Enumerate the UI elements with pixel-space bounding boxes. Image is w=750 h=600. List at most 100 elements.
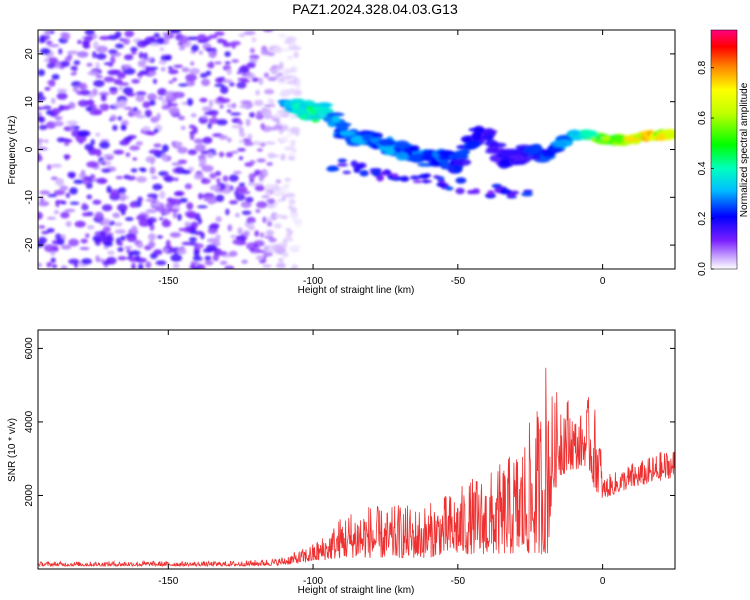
heatmap-cell — [73, 179, 84, 184]
heatmap-cell — [93, 79, 105, 88]
heatmap-cell — [147, 66, 159, 70]
y-tick-label: 2000 — [24, 484, 35, 507]
heatmap-cell — [199, 72, 208, 78]
heatmap-cell — [149, 166, 156, 175]
heatmap-cell — [115, 43, 124, 49]
heatmap-cell — [178, 83, 189, 87]
heatmap-cell — [241, 210, 252, 216]
heatmap-cell — [267, 198, 276, 205]
heatmap-cell — [260, 107, 268, 114]
heatmap-cell — [219, 260, 228, 265]
heatmap-cell — [249, 160, 256, 165]
heatmap-cell — [225, 151, 234, 158]
heatmap-cell — [230, 235, 237, 239]
heatmap-cell — [177, 248, 187, 255]
heatmap-cell — [44, 139, 49, 143]
heatmap-cell — [246, 62, 256, 69]
heatmap-cell — [289, 126, 301, 134]
heatmap-cell — [263, 114, 274, 120]
heatmap-cell — [220, 85, 229, 94]
heatmap-cell — [272, 185, 280, 192]
heatmap-cell — [55, 200, 66, 204]
heatmap-cell — [60, 105, 71, 111]
heatmap-cell — [394, 140, 410, 149]
heatmap-cell — [192, 255, 202, 262]
heatmap-cell — [130, 46, 138, 53]
heatmap-cell — [173, 64, 184, 68]
heatmap-cell — [438, 160, 450, 166]
heatmap-cell — [281, 196, 286, 202]
heatmap-cell — [207, 122, 212, 129]
heatmap-cell — [499, 188, 512, 195]
heatmap-cell — [106, 256, 117, 265]
heatmap-cell — [208, 34, 218, 39]
heatmap-cell — [144, 130, 154, 135]
heatmap-cell — [455, 177, 467, 184]
colorbar-gradient — [711, 30, 737, 269]
heatmap-cell — [148, 72, 157, 76]
heatmap-cell — [337, 158, 347, 163]
heatmap-cell — [208, 200, 214, 205]
heatmap-cell — [136, 72, 144, 77]
heatmap-cell — [87, 70, 100, 76]
heatmap-cell — [162, 248, 169, 253]
heatmap-cell — [191, 36, 199, 41]
heatmap-cell — [136, 40, 148, 48]
heatmap-cell — [326, 166, 338, 172]
colorbar-tick-label: 0.0 — [697, 262, 708, 276]
heatmap-cell — [283, 40, 293, 44]
heatmap-cell — [178, 35, 189, 44]
heatmap-cell — [202, 136, 213, 144]
heatmap-cell — [147, 209, 154, 213]
heatmap-cell — [117, 82, 130, 86]
heatmap-cell — [112, 212, 120, 218]
heatmap-cell — [192, 126, 198, 134]
heatmap-cell — [243, 230, 250, 237]
heatmap-cell — [421, 179, 433, 183]
spectrogram-background — [38, 30, 675, 269]
heatmap-cell — [320, 102, 331, 109]
heatmap-cell — [399, 177, 410, 182]
heatmap-cell — [218, 151, 225, 158]
heatmap-cell — [149, 99, 156, 106]
heatmap-cell — [38, 124, 48, 130]
heatmap-cell — [180, 125, 186, 131]
heatmap-cell — [253, 101, 264, 106]
heatmap-cell — [226, 104, 237, 108]
heatmap-cell — [103, 76, 115, 83]
heatmap-cell — [46, 261, 52, 268]
heatmap-cell — [119, 197, 126, 202]
heatmap-cell — [80, 89, 91, 96]
heatmap-cell — [193, 249, 200, 257]
heatmap-cell — [82, 179, 91, 185]
colorbar-tick-label: 0.4 — [697, 161, 708, 175]
heatmap-cell — [247, 181, 256, 187]
heatmap-cell — [191, 44, 199, 52]
heatmap-cell — [246, 216, 256, 224]
heatmap-cell — [418, 173, 429, 179]
heatmap-cell — [54, 115, 63, 121]
heatmap-cell — [95, 45, 108, 53]
heatmap-cell — [293, 51, 299, 59]
x-tick-label: 0 — [600, 576, 606, 587]
heatmap-cell — [51, 74, 60, 80]
heatmap-cell — [56, 92, 68, 100]
heatmap-cell — [188, 81, 195, 86]
heatmap-cell — [64, 208, 76, 213]
heatmap-cell — [508, 154, 525, 160]
heatmap-cell — [438, 179, 446, 184]
heatmap-cell — [125, 152, 131, 157]
heatmap-cell — [455, 187, 465, 195]
heatmap-cell — [288, 245, 298, 252]
heatmap-cell — [528, 155, 539, 160]
heatmap-cell — [126, 234, 137, 242]
heatmap-cell — [286, 80, 298, 85]
heatmap-cell — [262, 171, 268, 176]
heatmap-cell — [226, 109, 232, 113]
heatmap-cell — [235, 213, 240, 218]
heatmap-cell — [155, 260, 167, 266]
heatmap-cell — [61, 32, 71, 41]
heatmap-cell — [38, 138, 45, 143]
heatmap-cell — [46, 228, 55, 233]
heatmap-cell — [65, 192, 71, 198]
